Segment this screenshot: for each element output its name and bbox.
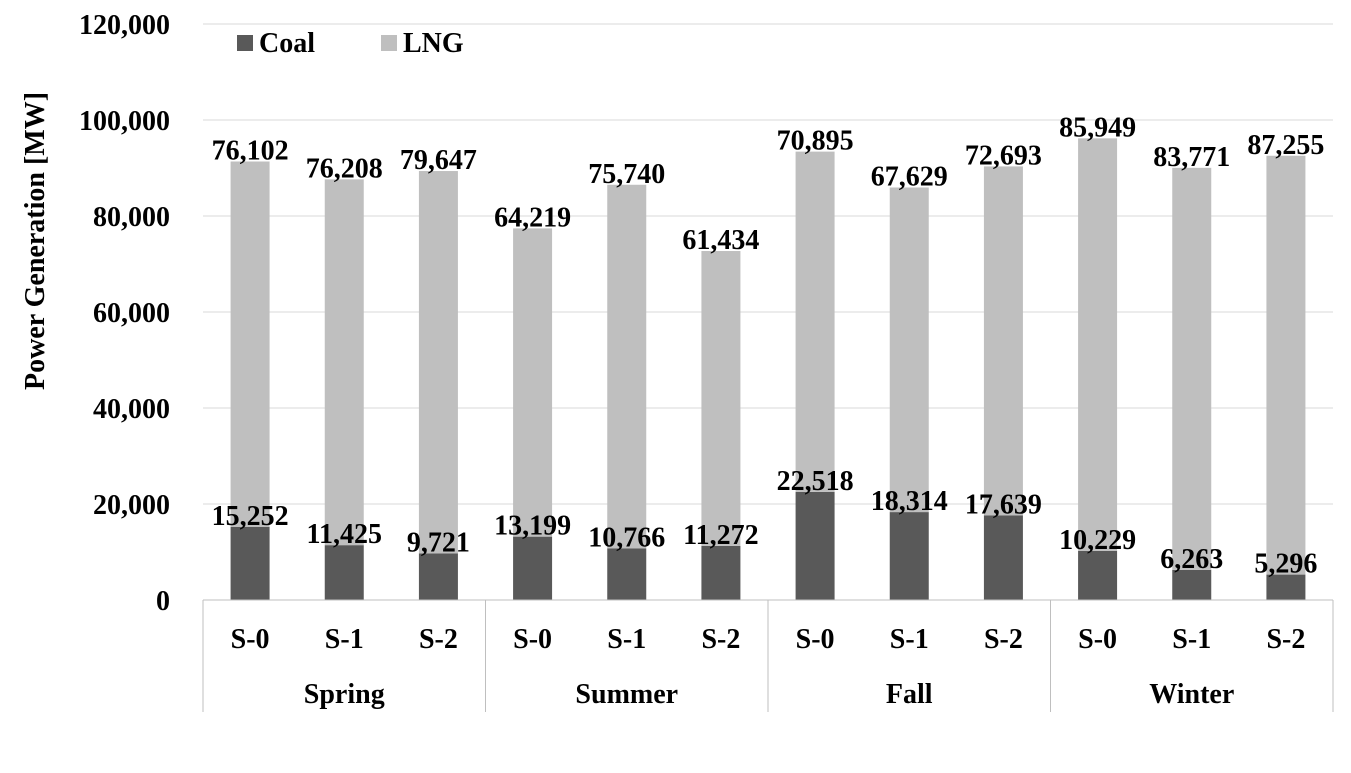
x-tick-label: S-2 [701, 624, 740, 655]
lng-data-label: 61,434 [682, 225, 759, 256]
gridlines [203, 23, 1333, 505]
coal-data-label: 10,229 [1059, 525, 1136, 556]
coal-data-label: 9,721 [407, 527, 470, 558]
y-tick-label: 120,000 [79, 10, 170, 41]
lng-data-label: 85,949 [1059, 112, 1136, 143]
group-label: Winter [1149, 679, 1234, 710]
legend-label: LNG [403, 28, 464, 59]
lng-data-label: 76,102 [212, 136, 289, 167]
coal-data-label: 18,314 [871, 486, 948, 517]
x-tick-label: S-2 [419, 624, 458, 655]
group-label: Fall [886, 679, 933, 710]
lng-data-label: 64,219 [494, 202, 571, 233]
y-tick-label: 60,000 [93, 298, 170, 329]
x-tick-label: S-1 [890, 624, 929, 655]
data-labels: 15,252 76,102 11,425 76,208 9,721 79,647 13,19… [212, 112, 1325, 579]
coal-data-label: 6,263 [1160, 544, 1223, 575]
x-tick-label: S-2 [984, 624, 1023, 655]
lng-data-label: 75,740 [588, 159, 665, 190]
lng-bar [889, 187, 929, 513]
lng-bar [795, 151, 835, 492]
coal-data-label: 5,296 [1254, 549, 1317, 580]
y-tick-label: 0 [156, 586, 170, 617]
y-axis-title: Power Generation [MW] [20, 92, 51, 390]
y-tick-label: 80,000 [93, 202, 170, 233]
coal-bar [230, 526, 270, 600]
coal-bar [795, 491, 835, 600]
lng-bar [1078, 138, 1118, 551]
coal-data-label: 17,639 [965, 489, 1042, 520]
coal-bar [607, 548, 647, 600]
x-tick-label: S-2 [1266, 624, 1305, 655]
coal-data-label: 11,425 [307, 519, 382, 550]
lng-data-label: 67,629 [871, 161, 948, 192]
coal-data-label: 10,766 [588, 522, 665, 553]
x-tick-label: S-0 [513, 624, 552, 655]
legend-swatch [237, 35, 253, 51]
legend-swatch [381, 35, 397, 51]
lng-data-label: 76,208 [306, 153, 383, 184]
x-tick-label: S-0 [231, 624, 270, 655]
y-tick-label: 20,000 [93, 490, 170, 521]
lng-bar [230, 161, 270, 527]
lng-bar [324, 179, 364, 546]
coal-bar [983, 515, 1023, 600]
coal-bar [324, 545, 364, 600]
lng-bar [513, 228, 553, 537]
legend-label: Coal [259, 28, 315, 59]
coal-bar [701, 545, 741, 600]
x-tick-label: S-0 [1078, 624, 1117, 655]
lng-bar [983, 166, 1023, 516]
x-tick-label: S-1 [1172, 624, 1211, 655]
group-label: Spring [304, 679, 385, 710]
legend: Coal LNG [237, 28, 464, 59]
lng-bar [607, 184, 647, 549]
coal-bar [1078, 550, 1118, 600]
lng-data-label: 87,255 [1247, 130, 1324, 161]
coal-bar [1266, 574, 1306, 600]
x-tick-label: S-0 [796, 624, 835, 655]
y-tick-label: 100,000 [79, 106, 170, 137]
lng-bar [1266, 155, 1306, 575]
coal-bar [1172, 569, 1212, 600]
bars [230, 138, 1306, 600]
y-tick-label: 40,000 [93, 394, 170, 425]
coal-data-label: 13,199 [494, 511, 571, 542]
group-label: Summer [575, 679, 678, 710]
coal-data-label: 11,272 [683, 520, 758, 551]
lng-data-label: 72,693 [965, 140, 1042, 171]
x-tick-label: S-1 [325, 624, 364, 655]
lng-bar [1172, 167, 1212, 570]
coal-data-label: 22,518 [777, 466, 854, 497]
lng-data-label: 79,647 [400, 145, 477, 176]
lng-data-label: 70,895 [777, 126, 854, 157]
x-tick-label: S-1 [607, 624, 646, 655]
coal-bar [889, 512, 929, 600]
lng-data-label: 83,771 [1153, 142, 1230, 173]
axes: 0 20,000 40,000 60,000 80,000 100,000 120,000 S… [79, 10, 1334, 712]
lng-bar [701, 251, 741, 546]
lng-bar [418, 171, 458, 554]
coal-bar [418, 553, 458, 600]
coal-data-label: 15,252 [212, 501, 289, 532]
coal-bar [513, 536, 553, 600]
